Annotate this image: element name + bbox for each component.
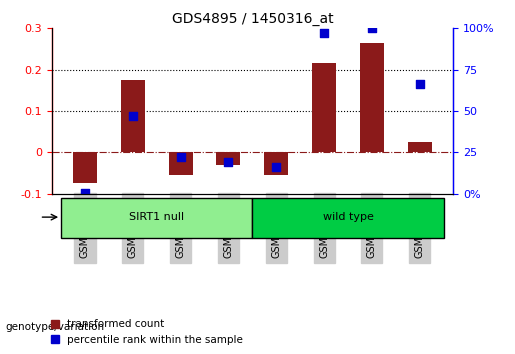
Point [177, 154, 185, 160]
Point [225, 159, 233, 165]
Title: GDS4895 / 1450316_at: GDS4895 / 1450316_at [171, 12, 333, 26]
FancyBboxPatch shape [61, 198, 252, 238]
Bar [168, 152, 193, 175]
Bar [73, 152, 97, 183]
Point [320, 30, 328, 36]
Bar [312, 63, 336, 152]
Bar [360, 43, 384, 152]
Bar [121, 80, 145, 152]
Text: SIRT1 null: SIRT1 null [129, 212, 184, 222]
Point [81, 190, 89, 195]
Point [272, 164, 280, 170]
Point [416, 82, 424, 87]
Bar [216, 152, 241, 165]
Bar [408, 142, 432, 152]
Point [129, 113, 137, 119]
Bar [264, 152, 288, 175]
FancyBboxPatch shape [252, 198, 443, 238]
Text: genotype/variation: genotype/variation [5, 322, 104, 332]
Point [368, 25, 376, 31]
Text: wild type: wild type [322, 212, 373, 222]
Legend: transformed count, percentile rank within the sample: transformed count, percentile rank withi… [46, 315, 247, 349]
